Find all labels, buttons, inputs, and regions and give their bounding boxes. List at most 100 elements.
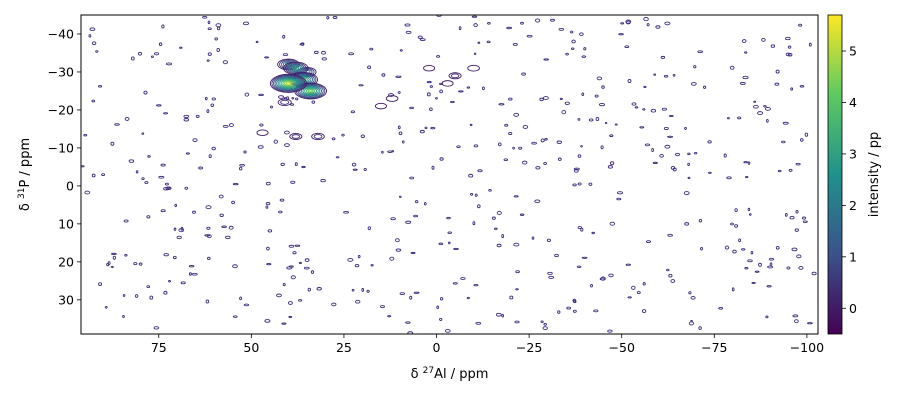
- noise-contour: [744, 267, 749, 270]
- peak-contour: [300, 85, 321, 97]
- noise-contour: [419, 38, 426, 41]
- noise-contour: [785, 52, 791, 57]
- noise-contour: [750, 250, 754, 255]
- noise-contour: [770, 44, 776, 48]
- x-tick-label: 25: [336, 340, 352, 355]
- noise-contour: [303, 266, 310, 270]
- noise-contour: [310, 270, 315, 274]
- x-tick-label: −50: [609, 340, 635, 355]
- noise-contour: [561, 110, 567, 115]
- noise-contour: [168, 280, 171, 283]
- noise-contour: [163, 253, 169, 257]
- noise-contour: [473, 23, 478, 28]
- noise-contour: [774, 82, 780, 86]
- noise-contour: [232, 264, 238, 269]
- y-tick-label: 10: [58, 216, 74, 231]
- noise-contour: [147, 155, 151, 158]
- noise-contour: [614, 123, 618, 126]
- peak-contour: [374, 102, 388, 110]
- noise-contour: [288, 315, 293, 319]
- noise-contour: [273, 139, 278, 144]
- noise-contour: [429, 107, 433, 112]
- noise-contour: [509, 295, 514, 300]
- y-tick-label: 30: [58, 292, 74, 307]
- noise-contour: [180, 281, 186, 285]
- noise-contour: [784, 213, 788, 217]
- noise-contour: [299, 43, 305, 46]
- noise-contour: [206, 109, 210, 113]
- noise-contour: [242, 21, 249, 26]
- noise-contour: [558, 27, 565, 31]
- noise-contour: [202, 15, 208, 19]
- noise-contour: [573, 168, 579, 173]
- noise-contour: [747, 161, 751, 165]
- peak-contour: [291, 134, 300, 139]
- noise-contour: [211, 97, 216, 101]
- noise-contour: [243, 303, 250, 307]
- noise-contour: [766, 285, 772, 288]
- noise-contour: [542, 326, 548, 330]
- noise-contour: [444, 329, 451, 333]
- noise-contour: [395, 75, 402, 79]
- noise-contour: [447, 231, 452, 234]
- noise-contour: [506, 26, 513, 30]
- noise-contour: [474, 193, 478, 197]
- noise-contour: [742, 75, 749, 80]
- noise-contour: [732, 249, 737, 254]
- y-tick-label: 0: [66, 178, 74, 193]
- noise-contour: [802, 220, 808, 223]
- noise-contour: [402, 140, 405, 144]
- noise-contour: [570, 47, 575, 50]
- noise-contour: [753, 100, 757, 103]
- noise-contour: [540, 320, 544, 323]
- noise-contour: [795, 162, 801, 166]
- noise-contour: [266, 246, 270, 251]
- noise-contour: [577, 154, 582, 158]
- noise-contour: [426, 92, 431, 97]
- noise-contour: [298, 261, 302, 265]
- noise-contour: [135, 170, 139, 174]
- noise-contour: [255, 40, 259, 44]
- noise-contour: [158, 175, 165, 179]
- noise-contour: [487, 21, 491, 25]
- noise-contour: [439, 317, 443, 321]
- noise-contour: [208, 154, 212, 159]
- noise-contour: [650, 108, 657, 113]
- noise-contour: [761, 37, 766, 42]
- noise-contour: [218, 194, 224, 199]
- x-axis-ticks: 75 50 25 0 −25 −50 −75 −100: [151, 334, 824, 355]
- noise-contour: [357, 255, 361, 259]
- plot-frame: [80, 14, 819, 335]
- peak-contour: [277, 77, 300, 89]
- noise-contour: [769, 262, 773, 266]
- peak-contour: [282, 80, 295, 87]
- noise-contour: [438, 82, 444, 85]
- noise-contour: [593, 309, 599, 313]
- noise-contour: [110, 265, 114, 268]
- noise-contour: [294, 244, 301, 247]
- noise-contour: [501, 314, 505, 318]
- noise-contour: [661, 107, 667, 111]
- noise-contour: [266, 262, 272, 266]
- noise-contour: [604, 122, 608, 125]
- noise-contour: [565, 52, 569, 56]
- noise-contour: [625, 19, 632, 24]
- noise-contour: [415, 200, 419, 204]
- noise-contour: [639, 126, 645, 129]
- noise-contour: [498, 103, 505, 106]
- noise-contour: [777, 169, 782, 173]
- noise-contour: [91, 99, 96, 103]
- x-tick-label: −25: [516, 340, 542, 355]
- noise-contour: [221, 225, 227, 229]
- noise-contour: [452, 282, 458, 285]
- noise-contour: [726, 117, 730, 120]
- noise-contour: [512, 42, 518, 46]
- noise-contour: [477, 41, 481, 44]
- noise-contour: [141, 132, 145, 135]
- noise-contour: [360, 134, 365, 138]
- noise-contour: [282, 34, 286, 39]
- noise-contour: [439, 157, 444, 161]
- noise-contour: [698, 326, 702, 330]
- noise-contour: [734, 208, 738, 213]
- noise-contour: [754, 270, 760, 273]
